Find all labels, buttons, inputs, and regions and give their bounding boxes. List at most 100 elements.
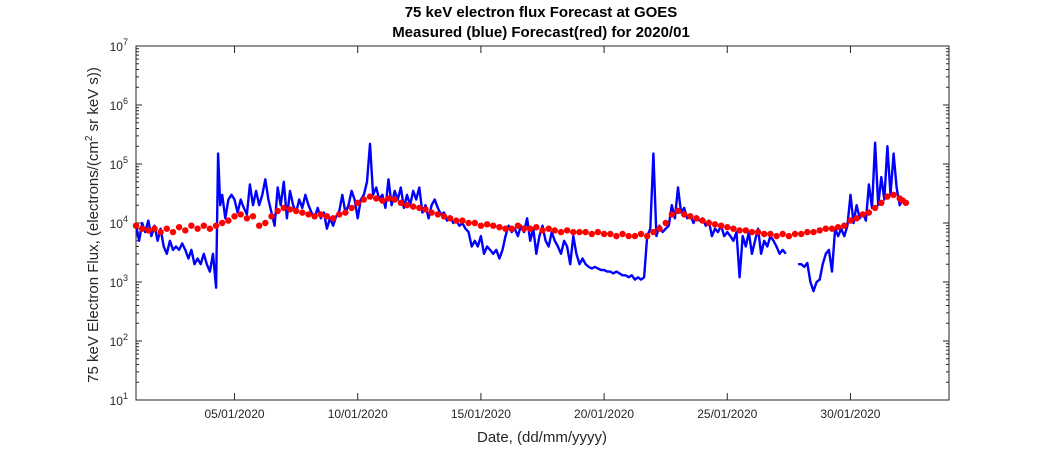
forecast-point bbox=[416, 204, 423, 212]
forecast-point bbox=[268, 213, 275, 220]
forecast-point bbox=[705, 219, 712, 227]
forecast-point bbox=[256, 222, 263, 229]
forecast-point bbox=[711, 221, 719, 228]
forecast-point bbox=[533, 224, 540, 231]
y-tick-label: 103 bbox=[110, 273, 128, 290]
measured-line bbox=[134, 142, 787, 289]
forecast-point bbox=[613, 232, 620, 240]
forecast-point bbox=[619, 230, 626, 238]
forecast-point bbox=[699, 217, 706, 224]
forecast-point bbox=[662, 219, 669, 227]
forecast-point bbox=[644, 232, 651, 240]
forecast-point bbox=[631, 232, 639, 240]
forecast-point bbox=[767, 230, 774, 238]
forecast-point bbox=[674, 207, 682, 215]
forecast-point bbox=[779, 230, 786, 238]
forecast-point bbox=[687, 213, 694, 220]
forecast-point bbox=[373, 195, 380, 202]
forecast-point bbox=[527, 225, 534, 232]
forecast-point bbox=[804, 228, 811, 236]
forecast-point bbox=[871, 204, 879, 212]
forecast-point bbox=[163, 225, 170, 232]
svg-text:75 keV Electron Flux, (electro: 75 keV Electron Flux, (electrons/(cm2 sr… bbox=[84, 67, 102, 383]
forecast-point bbox=[434, 211, 441, 218]
forecast-point bbox=[761, 230, 768, 238]
forecast-point bbox=[336, 211, 343, 218]
x-axis: 05/01/2020 10/01/2020 15/01/2020 20/01/2020… bbox=[205, 46, 881, 421]
forecast-point bbox=[773, 232, 780, 240]
forecast-point bbox=[237, 211, 244, 218]
forecast-point bbox=[391, 196, 398, 203]
forecast-point bbox=[520, 225, 528, 232]
forecast-point bbox=[736, 227, 743, 234]
forecast-point bbox=[508, 225, 515, 232]
forecast-point bbox=[360, 196, 368, 203]
forecast-point bbox=[188, 222, 195, 229]
forecast-point bbox=[724, 224, 731, 231]
forecast-point bbox=[582, 228, 589, 236]
y-axis: 101 102 103 104 105 106 107 bbox=[110, 37, 949, 408]
forecast-point bbox=[693, 215, 700, 222]
forecast-point bbox=[459, 217, 466, 224]
forecast-point bbox=[625, 232, 632, 240]
forecast-point bbox=[637, 230, 645, 238]
forecast-point bbox=[471, 219, 478, 227]
forecast-point bbox=[453, 217, 460, 224]
forecast-point bbox=[212, 222, 220, 229]
measured-series bbox=[134, 141, 907, 293]
forecast-point bbox=[422, 206, 429, 213]
forecast-point bbox=[681, 211, 688, 218]
forecast-point bbox=[428, 209, 435, 216]
y-tick-label: 105 bbox=[110, 155, 128, 172]
forecast-point bbox=[816, 227, 823, 234]
forecast-point bbox=[884, 193, 891, 200]
x-tick-label: 15/01/2020 bbox=[451, 407, 511, 421]
forecast-point bbox=[182, 227, 189, 234]
forecast-point bbox=[317, 211, 324, 218]
forecast-point bbox=[496, 224, 503, 231]
forecast-point bbox=[490, 222, 497, 229]
forecast-point bbox=[600, 230, 608, 238]
forecast-point bbox=[169, 228, 177, 236]
forecast-point bbox=[446, 215, 454, 222]
forecast-point bbox=[366, 193, 374, 200]
forecast-point bbox=[748, 228, 756, 236]
forecast-point bbox=[785, 232, 793, 240]
forecast-point bbox=[902, 199, 910, 206]
measured-line bbox=[798, 141, 907, 293]
forecast-point bbox=[139, 225, 146, 232]
y-tick-label: 106 bbox=[110, 96, 128, 113]
forecast-point bbox=[243, 215, 251, 222]
forecast-point bbox=[354, 199, 361, 206]
forecast-point bbox=[329, 215, 337, 222]
forecast-point bbox=[545, 225, 552, 232]
forecast-point bbox=[440, 213, 448, 220]
forecast-point bbox=[403, 202, 411, 209]
y-tick-label: 101 bbox=[110, 391, 128, 408]
forecast-point bbox=[798, 230, 805, 238]
forecast-point bbox=[280, 204, 287, 212]
forecast-point bbox=[551, 227, 558, 234]
x-axis-label: Date, (dd/mm/yyyy) bbox=[477, 429, 607, 446]
forecast-point bbox=[588, 230, 595, 238]
forecast-point bbox=[342, 209, 349, 216]
forecast-point bbox=[557, 228, 565, 236]
forecast-point bbox=[859, 211, 866, 218]
forecast-point bbox=[200, 222, 207, 229]
x-tick-label: 05/01/2020 bbox=[205, 407, 265, 421]
forecast-point bbox=[175, 224, 183, 231]
forecast-point bbox=[791, 230, 799, 238]
forecast-point bbox=[305, 211, 312, 218]
forecast-point bbox=[594, 228, 602, 236]
chart-subtitle: Measured (blue) Forecast(red) for 2020/0… bbox=[392, 24, 690, 41]
forecast-point bbox=[841, 222, 848, 229]
forecast-point bbox=[742, 227, 749, 234]
forecast-point bbox=[878, 199, 885, 206]
forecast-point bbox=[514, 222, 522, 229]
forecast-point bbox=[348, 204, 355, 212]
forecast-point bbox=[502, 225, 509, 232]
forecast-point bbox=[890, 191, 897, 198]
forecast-point bbox=[249, 213, 257, 220]
forecast-point bbox=[822, 225, 829, 232]
forecast-series bbox=[132, 191, 910, 240]
